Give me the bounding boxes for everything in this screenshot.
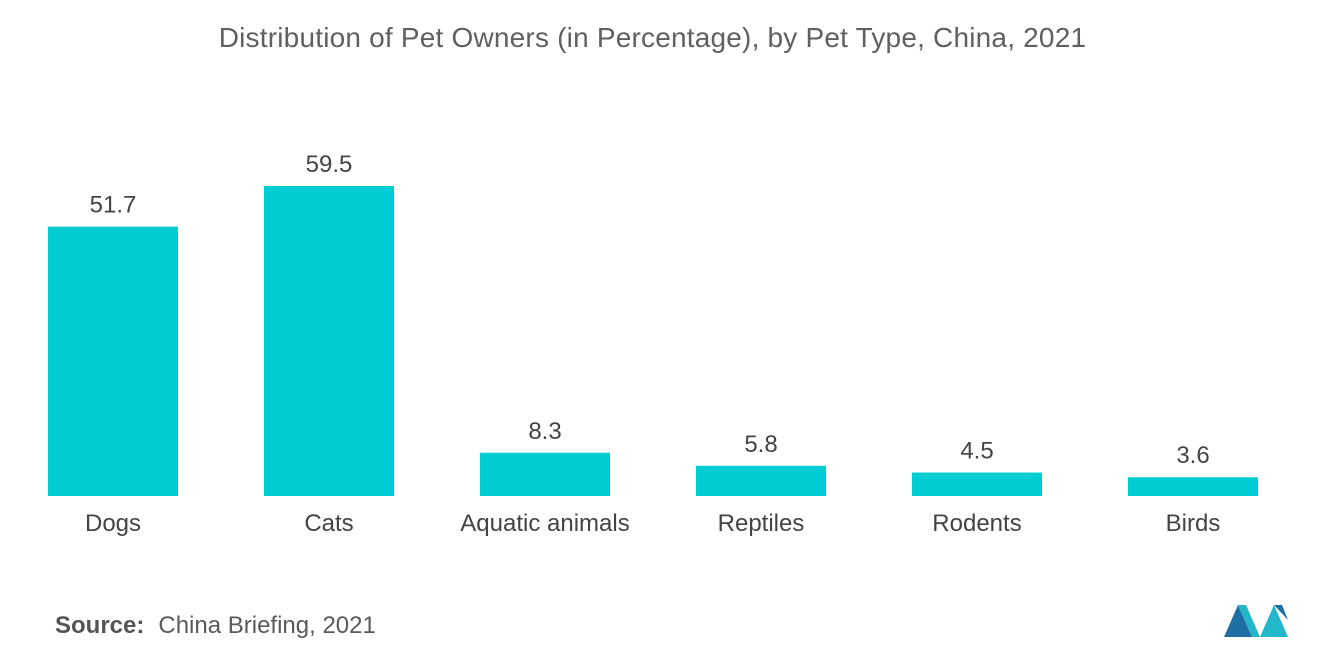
bar-birds — [1128, 477, 1258, 496]
value-label-birds: 3.6 — [1176, 442, 1209, 469]
category-label-aquatic-animals: Aquatic animals — [460, 510, 629, 537]
category-label-cats: Cats — [304, 510, 353, 537]
value-label-rodents: 4.5 — [960, 438, 993, 465]
logo-right-shape — [1260, 605, 1288, 637]
bar-rodents — [912, 472, 1042, 496]
bar-reptiles — [696, 465, 826, 496]
logo-left-shape — [1224, 605, 1252, 637]
category-label-dogs: Dogs — [85, 510, 141, 537]
bar-chart: 51.7 59.5 8.3 5.8 4.5 3.6 Dogs Cats Aquatic ani… — [48, 151, 1258, 537]
bar-dogs — [48, 226, 178, 496]
category-label-rodents: Rodents — [932, 510, 1021, 537]
category-label-reptiles: Reptiles — [718, 510, 805, 537]
value-label-dogs: 51.7 — [90, 192, 137, 219]
mordor-intelligence-logo-icon — [1224, 605, 1288, 637]
logo-right-accent — [1274, 605, 1288, 620]
value-labels-group: 51.7 59.5 8.3 5.8 4.5 3.6 — [90, 151, 1210, 469]
chart-title: Distribution of Pet Owners (in Percentag… — [218, 22, 1087, 53]
value-label-aquatic-animals: 8.3 — [528, 418, 561, 445]
bars-group — [48, 186, 1258, 496]
source-note: Source: China Briefing, 2021 — [55, 612, 376, 640]
category-label-birds: Birds — [1166, 510, 1221, 537]
value-label-reptiles: 5.8 — [744, 431, 777, 458]
source-label: Source: — [55, 612, 145, 639]
source-text: China Briefing, 2021 — [158, 612, 376, 639]
bar-aquatic-animals — [480, 452, 610, 496]
category-labels-group: Dogs Cats Aquatic animals Reptiles Rodents Bi… — [85, 510, 1220, 537]
value-label-cats: 59.5 — [306, 151, 353, 178]
bar-cats — [264, 186, 394, 496]
logo-middle-shape — [1238, 605, 1260, 637]
